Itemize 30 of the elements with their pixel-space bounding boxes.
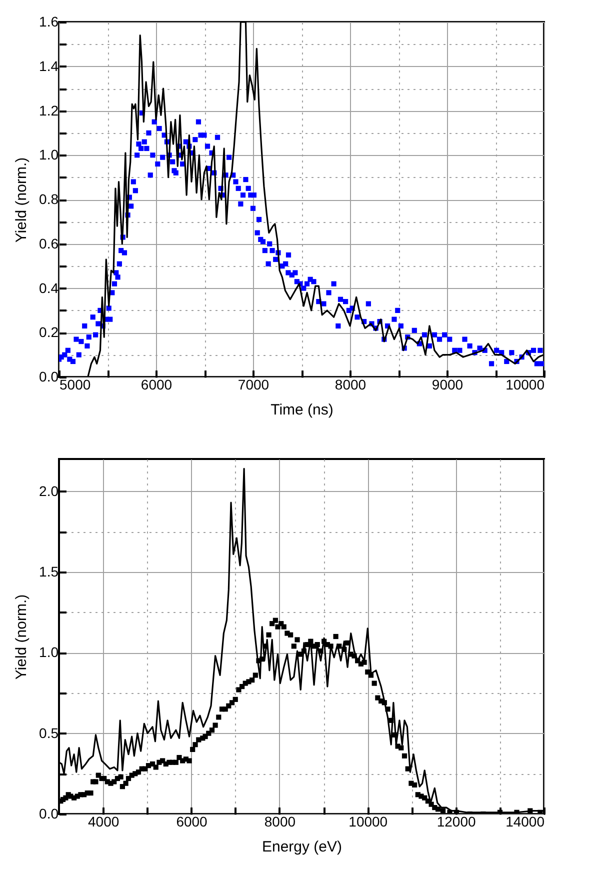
y-axis-title: Yield (norm.): [13, 594, 30, 680]
x-tick-label: 5000: [60, 376, 91, 392]
y-tick-label: 1.2: [39, 102, 59, 118]
y-tick-label: 1.6: [39, 14, 59, 30]
x-tick-label: 10000: [348, 814, 388, 830]
x-tick-label: 6000: [176, 814, 208, 830]
x-tick-label: 7000: [238, 376, 270, 392]
x-tick-label: 4000: [88, 814, 120, 830]
y-tick-label: 0.6: [39, 235, 59, 252]
x-tick-label: 9000: [432, 376, 464, 392]
y-tick-label: 1.5: [39, 563, 59, 580]
x-tick-label: 10000: [506, 376, 545, 392]
x-axis-title: Energy (eV): [262, 838, 342, 856]
x-tick-label: 8000: [334, 376, 366, 392]
y-tick-label: 0.0: [39, 806, 59, 822]
y-tick-label: 0.5: [39, 724, 59, 741]
y-tick-label: 1.0: [39, 644, 59, 660]
x-tick-label: 6000: [140, 376, 172, 392]
y-axis-title: Yield (norm.): [13, 157, 30, 243]
x-tick-label: 8000: [264, 814, 296, 830]
y-tick-label: 0.2: [39, 324, 59, 340]
x-tick-label: 14000: [506, 814, 545, 830]
y-tick-label: 0.0: [39, 368, 59, 384]
y-tick-label: 1.4: [39, 58, 59, 74]
y-tick-label: 2.0: [39, 482, 59, 499]
y-tick-label: 1.0: [39, 146, 59, 163]
y-tick-label: 0.4: [39, 280, 59, 296]
y-tick-label: 0.8: [39, 191, 59, 207]
x-axis-title: Time (ns): [270, 402, 334, 418]
x-tick-label: 12000: [436, 814, 476, 830]
